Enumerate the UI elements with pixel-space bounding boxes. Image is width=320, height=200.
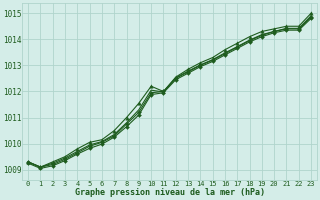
X-axis label: Graphe pression niveau de la mer (hPa): Graphe pression niveau de la mer (hPa) [75,188,265,197]
